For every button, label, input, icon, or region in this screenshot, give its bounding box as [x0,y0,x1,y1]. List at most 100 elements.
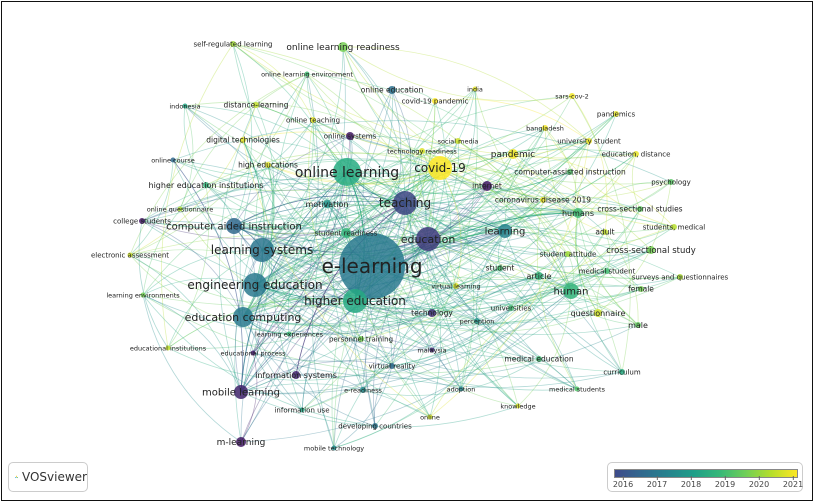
keyword-label[interactable]: female [628,285,654,294]
keyword-node[interactable] [668,179,674,185]
keyword-label[interactable]: covid-19 pandemic [402,97,469,105]
keyword-label[interactable]: cross-sectional study [606,246,696,256]
keyword-label[interactable]: cross-sectional studies [597,205,682,214]
keyword-node[interactable] [677,274,683,280]
keyword-node[interactable] [432,98,438,104]
keyword-node[interactable] [508,305,514,311]
keyword-label[interactable]: online education [361,86,424,95]
keyword-node[interactable] [170,157,176,163]
keyword-node[interactable] [416,227,440,251]
keyword-label[interactable]: human [554,287,589,298]
keyword-label[interactable]: students, medical [643,223,706,231]
keyword-node[interactable] [540,197,546,203]
keyword-label[interactable]: college students [113,217,171,225]
keyword-label[interactable]: education, distance [602,150,671,158]
keyword-label[interactable]: malaysia [417,346,446,354]
keyword-node[interactable] [250,238,274,262]
keyword-node[interactable] [341,228,351,238]
keyword-node[interactable] [453,283,459,289]
keyword-label[interactable]: educational process [220,349,286,357]
keyword-node[interactable] [482,181,492,191]
keyword-node[interactable] [602,229,608,235]
keyword-label[interactable]: bangladesh [526,124,564,132]
keyword-label[interactable]: adult [595,228,614,237]
keyword-label[interactable]: personnel training [329,335,393,343]
keyword-node[interactable] [535,272,543,280]
keyword-label[interactable]: mobile learning [202,388,280,399]
keyword-node[interactable] [226,218,242,234]
keyword-label[interactable]: adoption [447,385,476,393]
keyword-node[interactable] [323,200,331,208]
keyword-node[interactable] [240,137,246,143]
keyword-label[interactable]: pandemic [491,150,535,160]
keyword-label[interactable]: indonesia [169,102,200,110]
keyword-node[interactable] [542,125,548,131]
keyword-node[interactable] [565,251,571,257]
keyword-node[interactable] [536,356,542,362]
keyword-label[interactable]: engineering education [187,278,322,292]
keyword-node[interactable] [515,403,521,409]
keyword-label[interactable]: medical student [579,267,636,275]
keyword-label[interactable]: student [486,264,515,273]
keyword-node[interactable] [472,86,478,92]
keyword-label[interactable]: online [420,413,440,421]
keyword-node[interactable] [310,117,316,123]
keyword-node[interactable] [339,233,405,299]
keyword-label[interactable]: sars-cov-2 [555,92,588,100]
keyword-label[interactable]: virtual learning [431,282,480,290]
keyword-label[interactable]: student readiness [315,229,378,237]
keyword-label[interactable]: e-learning [321,254,422,278]
keyword-label[interactable]: education [401,233,456,246]
keyword-node[interactable] [346,132,354,140]
keyword-node[interactable] [419,148,425,154]
keyword-label[interactable]: coronavirus disease 2019 [495,196,591,205]
keyword-node[interactable] [338,42,348,52]
keyword-label[interactable]: higher education [304,294,406,308]
keyword-label[interactable]: questionnaire [571,309,626,318]
keyword-node[interactable] [243,273,267,297]
keyword-label[interactable]: virtual reality [369,362,416,370]
keyword-node[interactable] [253,102,259,108]
keyword-node[interactable] [498,224,512,238]
keyword-node[interactable] [573,208,583,218]
keyword-label[interactable]: technology [411,309,453,318]
keyword-label[interactable]: online learning environment [261,70,353,78]
keyword-label[interactable]: covid-19 [414,161,466,175]
keyword-node[interactable] [428,156,452,180]
keyword-node[interactable] [389,363,395,369]
keyword-label[interactable]: electronic assessment [91,251,169,259]
keyword-node[interactable] [508,149,518,159]
keyword-node[interactable] [236,437,246,447]
keyword-node[interactable] [586,138,592,144]
keyword-node[interactable] [292,371,300,379]
keyword-label[interactable]: learning experiences [255,330,324,338]
keyword-label[interactable]: online questionnaire [147,205,213,213]
keyword-label[interactable]: male [628,321,648,330]
keyword-node[interactable] [569,93,575,99]
keyword-label[interactable]: pandemics [597,110,636,118]
keyword-label[interactable]: curriculum [603,368,641,376]
keyword-node[interactable] [230,41,236,47]
keyword-node[interactable] [140,292,146,298]
keyword-node[interactable] [234,385,248,399]
keyword-label[interactable]: psychology [651,178,691,186]
keyword-label[interactable]: higher education institutions [149,181,264,190]
keyword-label[interactable]: information use [274,406,329,414]
keyword-node[interactable] [331,445,337,451]
keyword-node[interactable] [458,386,464,392]
keyword-label[interactable]: high educations [238,161,298,170]
keyword-node[interactable] [429,347,435,353]
keyword-node[interactable] [393,191,417,215]
keyword-label[interactable]: mobile technology [304,444,364,452]
keyword-label[interactable]: humans [562,209,594,218]
keyword-label[interactable]: student attitude [540,250,597,258]
keyword-node[interactable] [182,103,188,109]
keyword-node[interactable] [497,265,503,271]
keyword-node[interactable] [139,218,145,224]
keyword-node[interactable] [637,206,643,212]
keyword-node[interactable] [647,246,655,254]
keyword-node[interactable] [358,336,364,342]
keyword-label[interactable]: learning environments [106,291,180,299]
keyword-label[interactable]: motivation [305,200,348,209]
